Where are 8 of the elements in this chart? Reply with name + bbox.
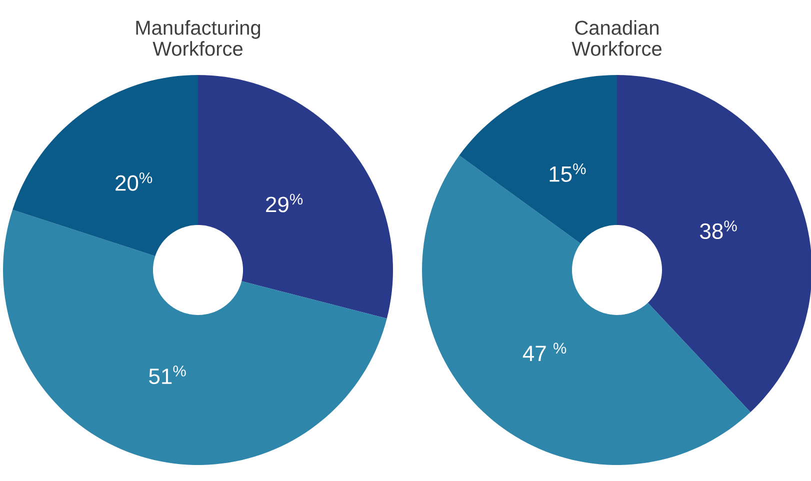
data-label: 51$^{%}$ [149,366,186,384]
data-label: 47 $^{%}$ [522,342,566,362]
chart-title: Canadian Workforce [572,20,662,56]
data-label: 15$^{%}$ [550,163,586,182]
data-label: 20$^{%}$ [116,172,152,191]
chart-title: Manufacturing Workforce [136,20,260,56]
data-label: 29$^{%}$ [266,194,303,212]
data-label: 38$^{%}$ [700,220,737,240]
